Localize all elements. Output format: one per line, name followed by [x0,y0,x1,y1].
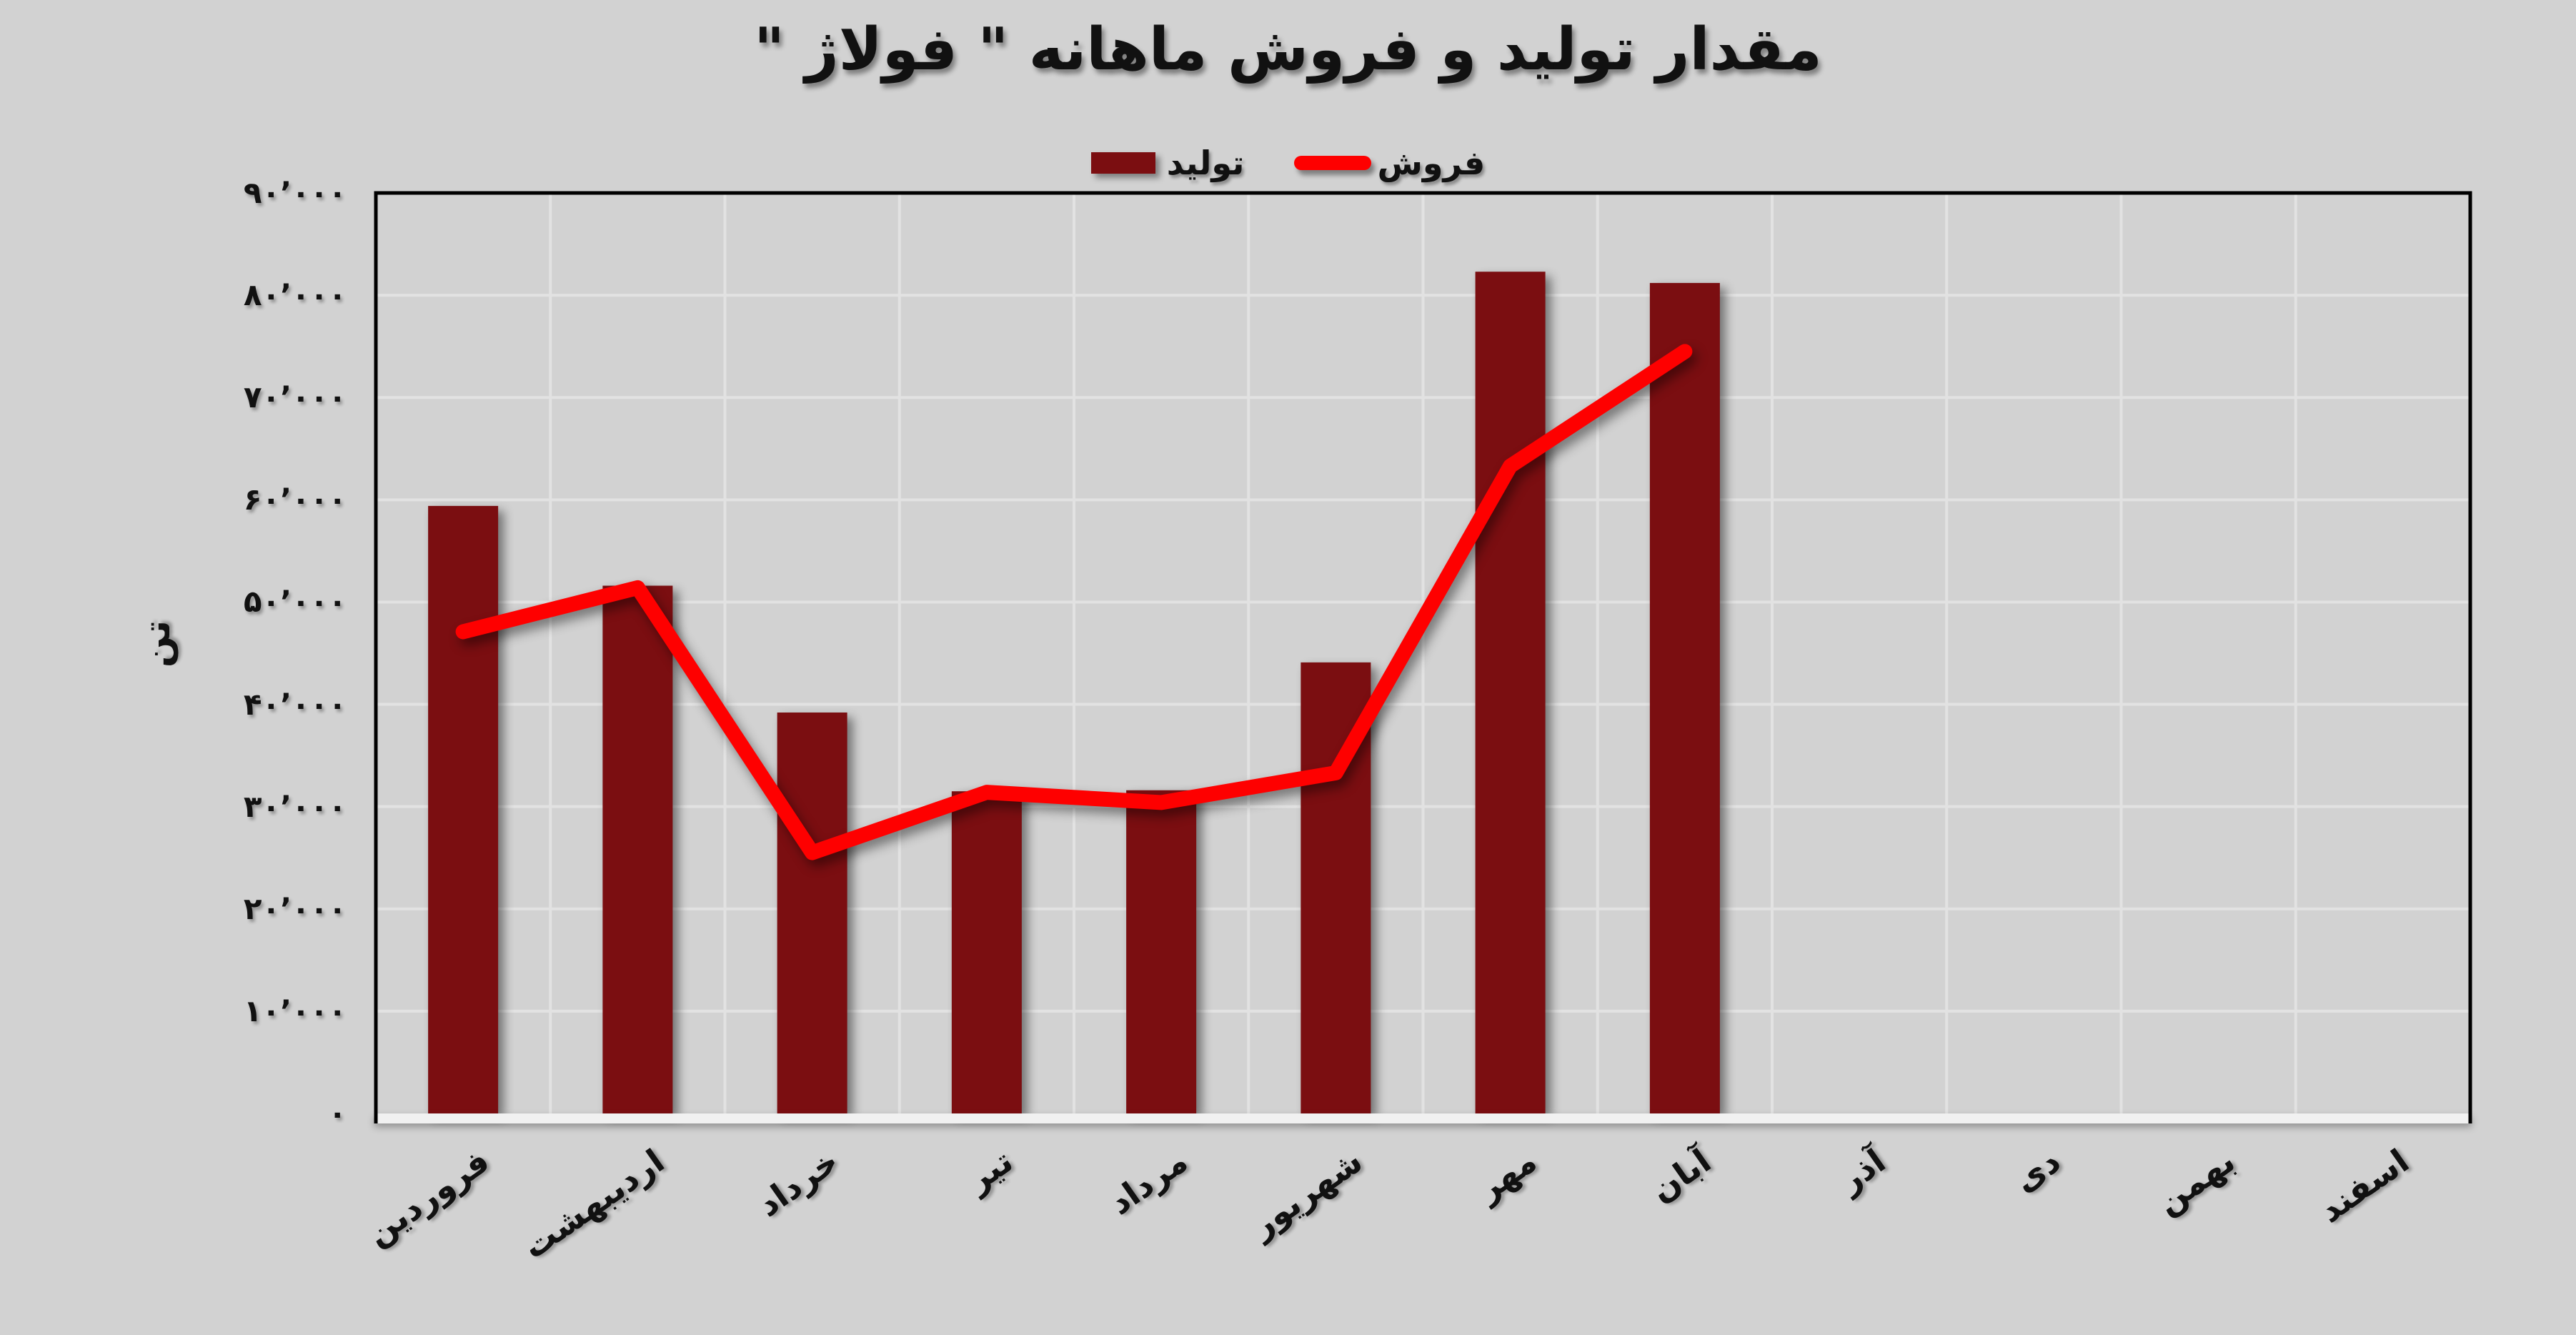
production-bars [428,272,1720,1114]
y-tick-40000: ۴۰٬۰۰۰ [243,686,347,722]
y-tick-10000: ۱۰٬۰۰۰ [243,993,347,1028]
bar-mordad [1126,790,1197,1113]
sales-line-swatch [1294,156,1372,170]
y-tick-0: ۰ [328,1096,347,1131]
bar-mehr [1475,272,1546,1113]
x-axis-line [374,1113,2472,1123]
sales-line [455,344,1693,860]
y-tick-90000: ۹۰٬۰۰۰ [243,175,347,210]
y-tick-60000: ۶۰٬۰۰۰ [243,482,347,517]
gridlines [376,192,2470,1113]
y-tick-30000: ۳۰٬۰۰۰ [243,788,347,824]
y-tick-70000: ۷۰٬۰۰۰ [243,379,347,415]
y-tick-80000: ۸۰٬۰۰۰ [243,277,347,313]
legend-production-label: تولید [1166,144,1245,182]
production-swatch [1090,152,1155,174]
legend-sales-label: فروش [1377,144,1486,182]
legend: تولید فروش [0,140,2576,186]
bar-farvardin [428,505,499,1113]
plot-border [374,191,2472,1123]
bar-tir [951,791,1022,1113]
bar-ordibehesht [602,585,673,1113]
bar-aban [1649,282,1720,1114]
bar-khordad [777,713,847,1113]
chart-title: مقدار تولید و فروش ماهانه " فولاژ " [754,16,1822,84]
y-tick-20000: ۲۰٬۰۰۰ [243,890,347,926]
y-tick-50000: ۵۰٬۰۰۰ [243,584,347,620]
